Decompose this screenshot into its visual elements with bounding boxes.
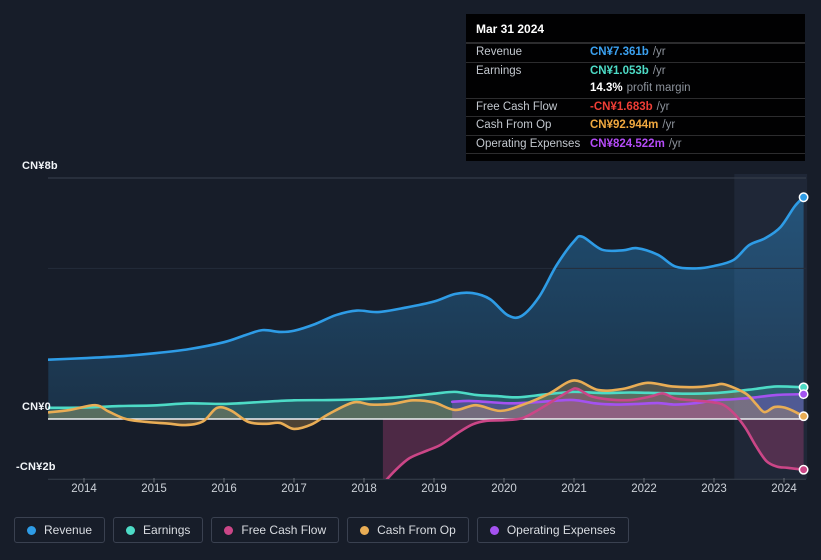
tooltip-value-suffix: /yr <box>652 64 666 77</box>
end-marker-operating-expenses[interactable] <box>798 389 809 400</box>
legend-dot-free-cash-flow <box>224 525 234 535</box>
x-axis-label: 2015 <box>141 483 167 495</box>
tooltip-label: Free Cash Flow <box>476 100 558 113</box>
legend-item-free-cash-flow[interactable]: Free Cash Flow <box>211 517 340 543</box>
tooltip-row-earnings: Earnings CN¥1.053b/yr <box>466 61 805 81</box>
area-fill-revenue <box>48 197 804 419</box>
tooltip-value: CN¥1.053b <box>590 64 649 77</box>
y-axis-label: -CN¥2b <box>16 461 56 474</box>
x-axis-label: 2020 <box>491 483 517 495</box>
tooltip-value-suffix: /yr <box>668 137 682 150</box>
tooltip-row-profit-margin: 14.3% profit margin <box>466 80 805 98</box>
area-fill-earnings <box>48 386 804 419</box>
x-axis-label: 2018 <box>351 483 377 495</box>
tooltip-row-cash-from-op: Cash From Op CN¥92.944m/yr <box>466 116 805 135</box>
x-axis-label: 2014 <box>71 483 97 495</box>
x-axis-label: 2017 <box>281 483 307 495</box>
area-fill-free-cash-flow <box>382 388 804 479</box>
chart-tooltip: Mar 31 2024 Revenue CN¥7.361b/yr Earnings C… <box>466 14 805 161</box>
tooltip-row-operating-expenses: Operating Expenses CN¥824.522m/yr <box>466 134 805 154</box>
tooltip-row-revenue: Revenue CN¥7.361b/yr <box>466 43 805 62</box>
y-axis-label: CN¥8b <box>22 160 58 172</box>
x-axis-label: 2019 <box>421 483 447 495</box>
legend-dot-revenue <box>27 525 36 535</box>
legend-item-cash-from-op[interactable]: Cash From Op <box>347 517 469 543</box>
tooltip-value: CN¥824.522m <box>590 137 665 150</box>
series-line-revenue[interactable] <box>48 195 805 361</box>
legend-item-earnings[interactable]: Earnings <box>113 517 204 543</box>
tooltip-value: CN¥7.361b <box>590 46 649 58</box>
tooltip-label: Cash From Op <box>476 119 552 131</box>
series-line-free-cash-flow[interactable] <box>383 387 805 483</box>
tooltip-value-suffix: profit margin <box>626 82 691 94</box>
legend-dot-operating-expenses <box>489 525 499 535</box>
legend-item-revenue[interactable]: Revenue <box>14 517 106 543</box>
legend-dot-cash-from-op <box>360 525 370 535</box>
x-axis-label: 2016 <box>211 483 237 495</box>
tooltip-value: 14.3% <box>590 82 623 94</box>
legend-label: Free Cash Flow <box>241 523 327 537</box>
legend-label: Earnings <box>143 523 191 537</box>
x-axis-label: 2023 <box>701 483 727 495</box>
end-marker-free-cash-flow[interactable] <box>798 464 809 475</box>
tooltip-value: -CN¥1.683b <box>590 100 653 113</box>
chart-legend: Revenue Earnings Free Cash Flow Cash From O… <box>14 517 629 543</box>
series-line-earnings[interactable] <box>48 385 805 410</box>
legend-item-operating-expenses[interactable]: Operating Expenses <box>476 517 629 543</box>
legend-label: Cash From Op <box>377 523 456 537</box>
tooltip-rows: Revenue CN¥7.361b/yr Earnings CN¥1.053b/yr 1… <box>466 43 805 154</box>
tooltip-label: Earnings <box>476 64 522 77</box>
tooltip-date: Mar 31 2024 <box>466 14 805 43</box>
tooltip-value-suffix: /yr <box>652 46 666 58</box>
x-axis-label: 2021 <box>561 483 587 495</box>
x-axis-label: 2022 <box>631 483 657 495</box>
tooltip-value-suffix: /yr <box>656 100 670 113</box>
series-line-cash-from-op[interactable] <box>48 379 805 431</box>
legend-label: Operating Expenses <box>506 523 616 537</box>
x-axis-label: 2024 <box>771 483 797 495</box>
series-line-operating-expenses[interactable] <box>450 392 805 406</box>
tooltip-label: Operating Expenses <box>476 137 581 150</box>
legend-label: Revenue <box>44 523 93 537</box>
y-axis-label: CN¥0 <box>22 401 51 413</box>
tooltip-row-free-cash-flow: Free Cash Flow -CN¥1.683b/yr <box>466 97 805 117</box>
tooltip-value-suffix: /yr <box>662 119 676 131</box>
end-marker-cash-from-op[interactable] <box>798 411 809 422</box>
legend-dot-earnings <box>126 525 136 535</box>
tooltip-value: CN¥92.944m <box>590 119 659 131</box>
tooltip-label: Revenue <box>476 46 523 58</box>
end-marker-revenue[interactable] <box>798 192 809 203</box>
